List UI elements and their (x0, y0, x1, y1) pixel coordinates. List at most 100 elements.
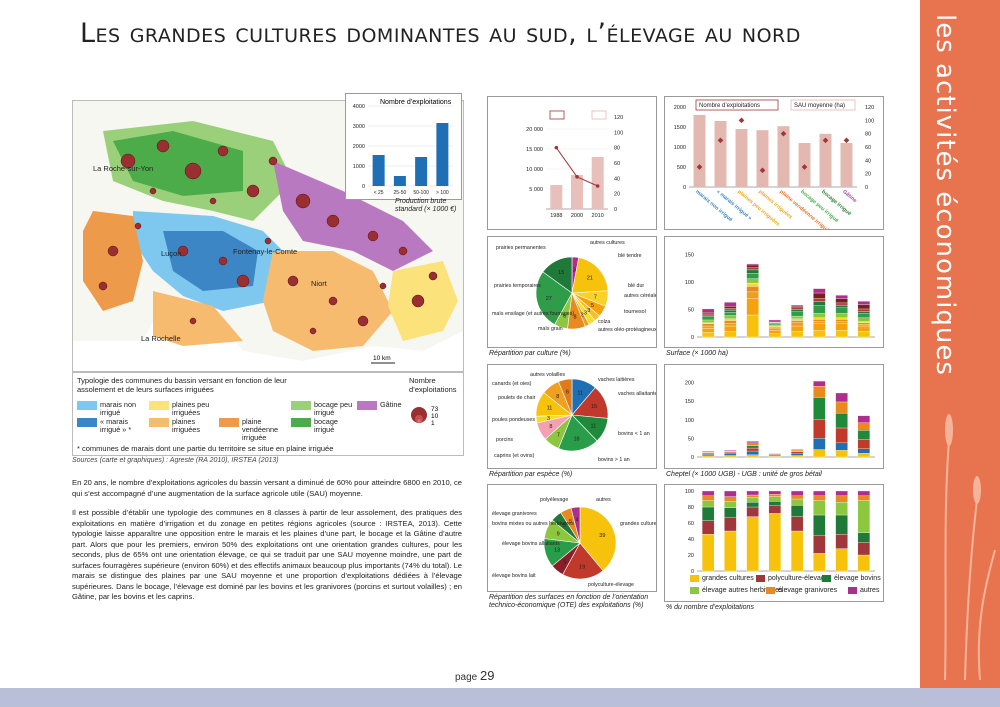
slice-value: 13 (554, 548, 560, 554)
legend-label: polyculture-élevage (768, 575, 829, 582)
y-tick: 60 (688, 521, 694, 527)
series-line (555, 147, 598, 187)
legend-swatch (848, 587, 857, 594)
slice-value: 11 (547, 406, 553, 412)
y-tick: 1000 (674, 145, 686, 151)
stack-segment (790, 498, 804, 506)
y-tick-right: 20 (614, 192, 620, 198)
stack-segment (746, 450, 759, 455)
stack-segment (857, 448, 871, 454)
stack-segment (857, 542, 871, 556)
especes-caption: Répartition par espèce (%) (489, 471, 573, 478)
stack-segment (701, 325, 715, 329)
stack-segment (835, 401, 848, 414)
slice-label: autres céréales (624, 293, 656, 299)
place-label: La Rochelle (141, 334, 181, 343)
slice-label: polyélevage (540, 497, 568, 503)
paragraph: Il est possible d’établir une typologie … (72, 508, 462, 601)
point (738, 117, 745, 124)
trend-chart-svg: 5 000 10 000 15 000 20 000 0 20 40 60 80 100 120 19… (526, 110, 623, 219)
legend-title: Typologie des communes du bassin versant… (77, 376, 287, 394)
stack-segment (746, 282, 759, 287)
y-tick-right: 80 (614, 146, 620, 152)
place-label: Luçon (161, 249, 181, 258)
stack-segment (857, 554, 871, 572)
slice-value: 6 (563, 314, 566, 320)
stack-segment (724, 490, 737, 497)
page-number-value: 29 (480, 668, 495, 683)
stack-segment (857, 311, 871, 314)
body-text: En 20 ans, le nombre d’exploitations agr… (72, 478, 462, 612)
legend-label: Nombre d’exploitations (699, 103, 760, 109)
slice-value: 5 (569, 519, 572, 525)
legend-item: grandes cultures (690, 575, 754, 582)
stack-segment (724, 315, 737, 320)
y-tick: 100 (685, 489, 694, 495)
slice-value: 15 (558, 270, 564, 276)
slice-value: 39 (599, 533, 605, 539)
y-tick-right: 40 (614, 176, 620, 182)
y-tick: 20 (688, 553, 694, 559)
bar (693, 115, 706, 187)
point (759, 167, 766, 174)
bar (393, 176, 406, 186)
stack-segment (768, 505, 782, 514)
stack-segment (813, 500, 826, 516)
stack-segment (724, 309, 737, 313)
slice-label: élevage bovins allaitants (502, 541, 560, 547)
stack-segment (768, 501, 782, 506)
stack-segment (746, 264, 759, 268)
slice-label: vaches allaitantes (618, 391, 656, 397)
y-tick: 100 (685, 418, 694, 424)
stack-segment (835, 313, 848, 318)
point (801, 164, 808, 170)
legend-swatch (149, 418, 169, 427)
bar (415, 157, 428, 186)
legend-class-item: marais non irrigué (77, 401, 145, 417)
slice-label: autres volailles (530, 372, 565, 378)
stack-segment (790, 325, 804, 332)
stack-segment (857, 322, 871, 325)
point (717, 137, 724, 144)
stack-segment (857, 304, 871, 310)
stack-segment (813, 319, 826, 322)
slice-value: 11 (577, 391, 583, 397)
cultures-pie: 3 21 7 5 3 3 2 8 6 27 15 autres cultures blé tendre b… (487, 236, 661, 348)
x-tick: 1988 (550, 213, 562, 219)
slice-label: tournesol (624, 309, 646, 315)
stack-segment (768, 330, 782, 334)
page-number: page 29 (455, 668, 495, 683)
place-label: La Roche-sur-Yon (93, 164, 153, 173)
slice-value: 18 (573, 436, 579, 442)
pie-slice (570, 506, 581, 544)
stack-segment (724, 501, 737, 508)
stack-segment (790, 449, 804, 451)
stack-segment (746, 447, 759, 452)
bar (714, 121, 727, 187)
stack-segment (857, 532, 871, 543)
stack-segment (746, 516, 759, 572)
y-tick: 80 (688, 505, 694, 511)
stack-segment (835, 392, 848, 403)
stack-segment (701, 506, 715, 521)
size-legend-label: 73 (431, 406, 439, 413)
stack-segment (746, 298, 759, 316)
stack-segment (746, 497, 759, 503)
stack-segment (701, 454, 715, 457)
size-legend-icon: 73 10 1 (411, 406, 439, 427)
slice-value: 27 (546, 296, 552, 302)
inset-caption: Production brute standard (× 1000 €) (395, 198, 457, 213)
y-tick: 15 000 (526, 147, 543, 153)
legend-class-label: « marais irrigué » * (100, 417, 132, 434)
x-tick: > 100 (436, 190, 449, 196)
legend-label: grandes cultures (702, 575, 754, 582)
sidebar-title: les activités économiques (930, 14, 960, 376)
legend-swatch (77, 401, 97, 410)
stack-segment (768, 323, 782, 326)
slice-value: 4 (575, 517, 578, 523)
stack-segment (701, 495, 715, 501)
stack-segment (813, 321, 826, 324)
stack-segment (724, 306, 737, 309)
size-legend-label: 1 (431, 420, 435, 427)
y-tick: 0 (683, 185, 686, 191)
